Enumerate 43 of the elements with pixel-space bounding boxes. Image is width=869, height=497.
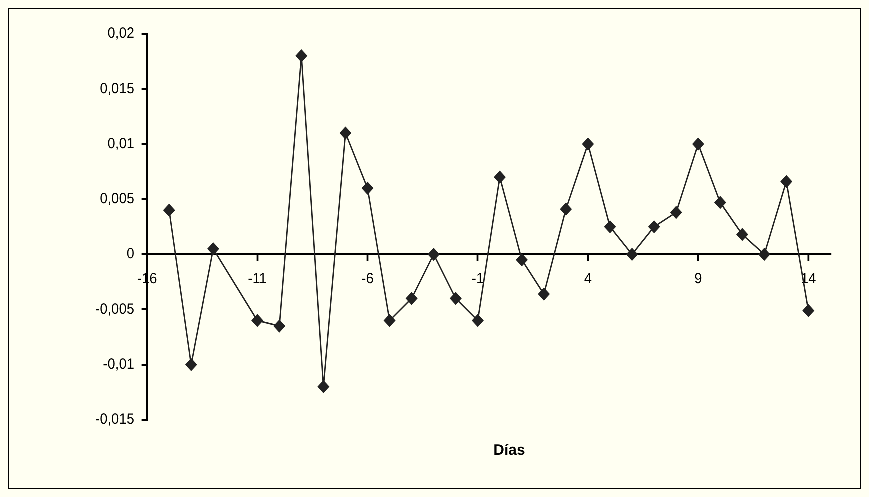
x-tick-label: 9 [694,271,702,288]
y-tick-label: -0,015 [96,412,134,428]
point [736,228,748,241]
point [714,196,726,209]
point [516,254,528,266]
x-tick-label: -11 [248,271,267,288]
point [494,171,506,184]
y-tick-label: 0,01 [108,136,134,153]
point [186,358,198,372]
point [318,380,330,394]
point [296,50,308,62]
point [384,314,396,327]
x-tick-label: -1 [472,271,484,288]
point [758,248,770,261]
point [274,320,286,332]
point [428,248,440,261]
point [802,304,814,318]
point [340,127,352,140]
x-axis-title: Días [492,442,526,459]
y-tick-label: 0,005 [100,191,134,208]
point [538,288,550,300]
point [450,292,462,305]
point [252,314,264,327]
point [164,204,176,217]
point [648,220,660,234]
point [560,203,572,216]
point [604,220,616,234]
point [626,248,638,261]
y-tick-label: 0,015 [100,80,134,98]
point [692,138,704,151]
point [406,292,418,305]
point [780,176,792,188]
x-tick-label: 4 [584,271,592,288]
y-tick-label: 0 [126,246,134,263]
y-tick-label: -0,005 [96,301,134,318]
point [670,206,682,219]
point [208,242,220,256]
x-tick-label: -6 [362,271,374,288]
y-tick-label: 0,02 [108,26,134,42]
y-tick-label: -0,01 [103,356,134,374]
point [582,138,594,151]
point [362,182,374,195]
point [472,314,484,327]
